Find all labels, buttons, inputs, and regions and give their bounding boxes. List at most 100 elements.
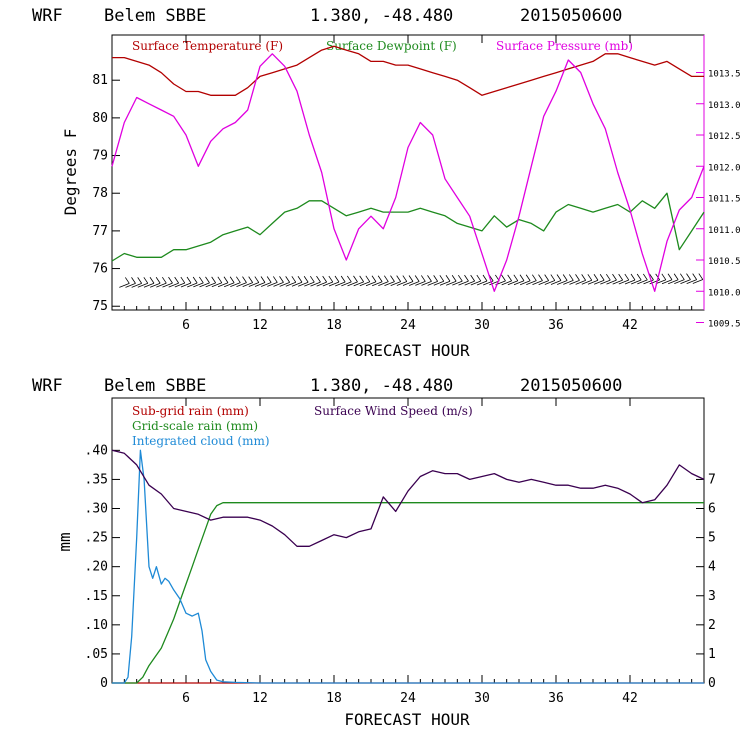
top-x-tick-label-24: 24	[400, 318, 416, 333]
top-plot-frame	[111, 34, 705, 311]
wind-barb-flag	[445, 275, 451, 282]
top-series-surface-dewpoint	[111, 192, 705, 262]
top-x-tick-label-36: 36	[548, 318, 564, 333]
legend-surface-dewpoint: Surface Dewpoint (F)	[326, 39, 457, 53]
wind-barb-flag	[464, 274, 469, 282]
wind-barb	[261, 282, 272, 287]
temperature-panel: WRF Belem SBBE 1.380, -48.480 2015050600…	[32, 6, 740, 360]
bottom-y-tick-label: .10	[85, 618, 108, 633]
wind-barb-flag	[550, 274, 556, 281]
wind-barb	[550, 280, 562, 285]
wind-barb	[254, 282, 266, 287]
wind-barb	[365, 281, 377, 287]
wind-barb	[193, 282, 204, 288]
wind-barb	[458, 280, 469, 286]
wind-barb-flag	[162, 276, 167, 284]
bottom-series-grid-scale-rain	[112, 502, 704, 684]
wind-barb-flag	[544, 274, 549, 281]
bottom-x-tick-label-24: 24	[400, 691, 416, 706]
wind-barb-flag	[525, 274, 531, 281]
wind-barb-flag	[279, 276, 284, 283]
top-series-surface-temperature	[112, 45, 704, 96]
wind-barb-flag	[439, 275, 445, 282]
wind-barb-flag	[396, 275, 401, 282]
wind-barb-flag	[340, 275, 346, 283]
top-y2-tick-label: 1010.0	[708, 288, 740, 298]
wind-barb	[452, 280, 463, 286]
wind-barb-flag	[390, 275, 395, 282]
wind-barb-flag	[199, 276, 204, 284]
bottom-y-tick-label: .35	[85, 472, 108, 487]
bottom-y2-tick-label: 7	[708, 472, 716, 487]
wind-barb	[624, 279, 636, 285]
wind-barb	[409, 281, 420, 286]
wind-barb	[563, 280, 574, 285]
wind-barb-flag	[519, 274, 525, 281]
wind-barb	[347, 281, 358, 287]
legend-surface-pressure: Surface Pressure (mb)	[496, 39, 633, 53]
wind-barb-flag	[476, 274, 482, 282]
bottom-x-tick-label-42: 42	[622, 691, 638, 706]
top-header-init: 2015050600	[520, 6, 622, 26]
wind-barb-flag	[686, 273, 691, 280]
wind-barb	[470, 280, 481, 286]
wind-barb-flag	[624, 273, 630, 281]
top-y-tick-label: 79	[92, 149, 108, 164]
top-header-coords: 1.380, -48.480	[310, 6, 453, 26]
top-x-tick-label-42: 42	[622, 318, 638, 333]
top-y2-tick-label: 1011.0	[708, 226, 740, 236]
top-y2-tick-label: 1013.5	[708, 70, 740, 80]
wind-barb-flag	[538, 274, 543, 281]
wind-barb-flag	[636, 273, 642, 281]
wind-barb	[156, 282, 167, 288]
wind-barb-flag	[174, 276, 179, 284]
wind-barb-flag	[359, 275, 364, 283]
wind-barb	[544, 280, 555, 285]
bottom-series-integrated-cloud	[112, 449, 704, 684]
wind-barb	[686, 279, 697, 284]
wind-barb	[341, 281, 352, 287]
wind-barb	[643, 279, 654, 285]
wind-barb	[581, 279, 592, 285]
wind-barb-flag	[421, 275, 426, 282]
wind-barb-flag	[470, 274, 475, 282]
wind-barb-flag	[125, 277, 130, 284]
wind-barb-flag	[322, 275, 327, 283]
wind-barb-flag	[427, 275, 432, 282]
top-y-tick-label: 75	[92, 299, 108, 314]
wind-barb	[557, 280, 568, 285]
wind-barb	[661, 279, 673, 285]
wind-barb-flag	[402, 275, 408, 282]
wind-barb-flag	[223, 276, 229, 283]
wind-barb	[267, 282, 278, 287]
wind-barb	[674, 279, 685, 285]
wind-barb-flag	[569, 274, 574, 281]
wind-barb-flag	[149, 277, 155, 284]
wind-barb	[520, 280, 531, 286]
bottom-x-tick-label-36: 36	[548, 691, 564, 706]
wind-barb	[211, 282, 222, 288]
wind-barb	[150, 282, 161, 288]
wind-barb	[335, 281, 346, 287]
wind-barb-flag	[612, 273, 617, 281]
wind-barb	[236, 282, 247, 288]
wind-barb-flag	[667, 273, 673, 280]
wind-barb-flag	[581, 274, 586, 281]
wind-barb-flag	[186, 276, 192, 284]
wind-barb	[433, 280, 444, 286]
wind-barb-flag	[575, 274, 580, 281]
wind-barb	[655, 279, 666, 285]
wind-barb-flag	[211, 276, 216, 284]
wind-barb	[298, 281, 309, 287]
wind-barb	[372, 281, 383, 287]
top-y-tick-label: 76	[92, 262, 108, 277]
bottom-x-tick-label-30: 30	[474, 691, 490, 706]
wind-barb	[224, 282, 235, 288]
bottom-y2-tick-label: 6	[708, 502, 716, 517]
wind-barb	[131, 282, 142, 288]
bottom-header-coords: 1.380, -48.480	[310, 376, 453, 396]
wind-barb-flag	[501, 274, 506, 282]
wind-barb	[446, 280, 457, 286]
top-y-tick-label: 81	[92, 73, 108, 88]
wind-barb	[526, 280, 537, 286]
